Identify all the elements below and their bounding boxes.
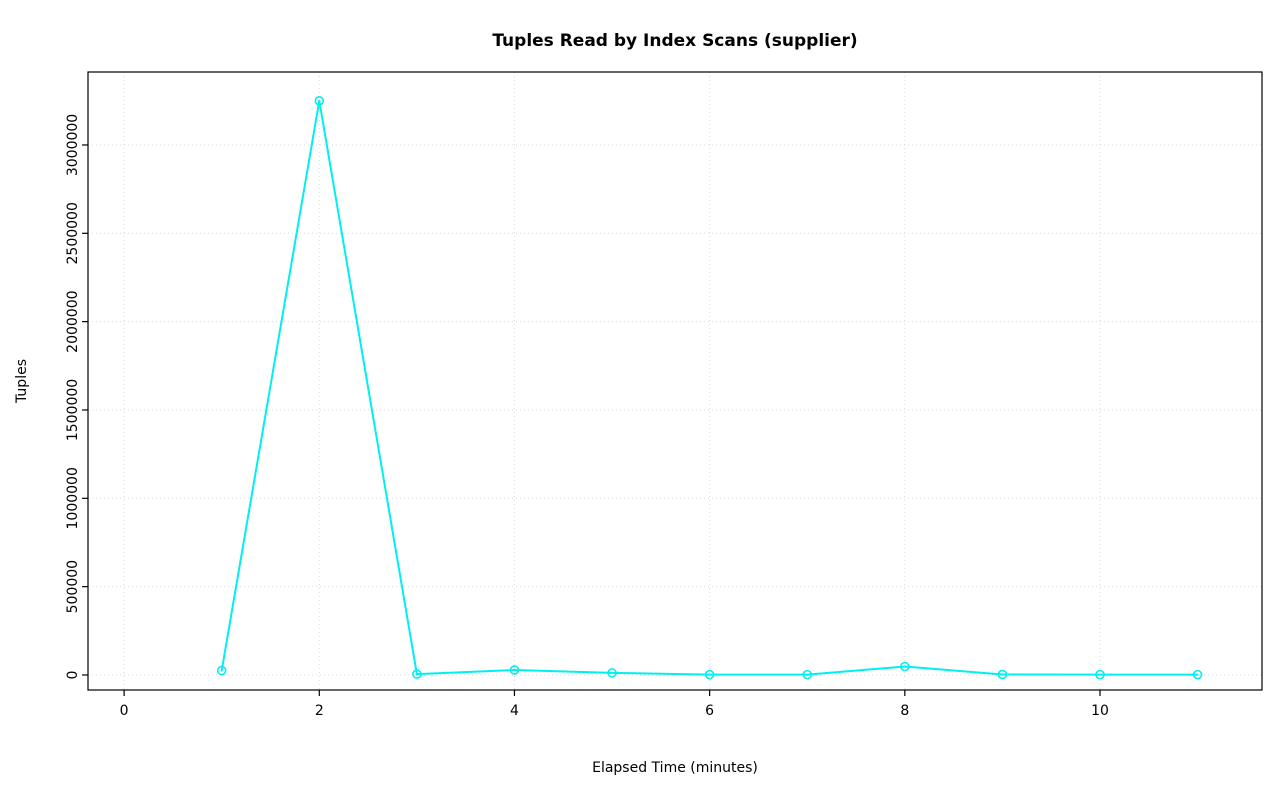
data-point-marker (1192, 669, 1203, 680)
x-tick-label: 6 (705, 703, 714, 719)
data-point-marker (900, 661, 910, 672)
data-point-marker (997, 669, 1008, 680)
x-axis-label: Elapsed Time (minutes) (592, 760, 758, 776)
y-tick-label: 2500000 (65, 202, 81, 264)
data-point-marker (802, 669, 813, 680)
data-point-marker (412, 669, 422, 679)
data-point-marker (509, 665, 520, 675)
y-axis-label: Tuples (14, 359, 30, 403)
data-point-marker (704, 669, 715, 680)
data-point-marker (216, 665, 227, 676)
y-tick-label: 0 (65, 671, 81, 680)
data-point-marker (314, 95, 325, 106)
y-tick-label: 500000 (65, 560, 81, 613)
x-tick-label: 2 (315, 703, 324, 719)
series-line (220, 99, 1199, 676)
y-tick-label: 3000000 (65, 114, 81, 176)
y-tick-label: 1500000 (65, 379, 81, 441)
data-point-marker (1095, 669, 1105, 680)
x-tick-label: 10 (1091, 703, 1109, 719)
x-tick-label: 8 (900, 703, 909, 719)
chart-title: Tuples Read by Index Scans (supplier) (492, 31, 858, 51)
plot-box (87, 71, 1263, 691)
y-tick-label: 1000000 (65, 467, 81, 529)
y-tick-label: 2000000 (65, 290, 81, 352)
x-tick-label: 0 (120, 703, 129, 719)
x-tick-label: 4 (510, 703, 519, 719)
data-point-marker (607, 668, 617, 678)
